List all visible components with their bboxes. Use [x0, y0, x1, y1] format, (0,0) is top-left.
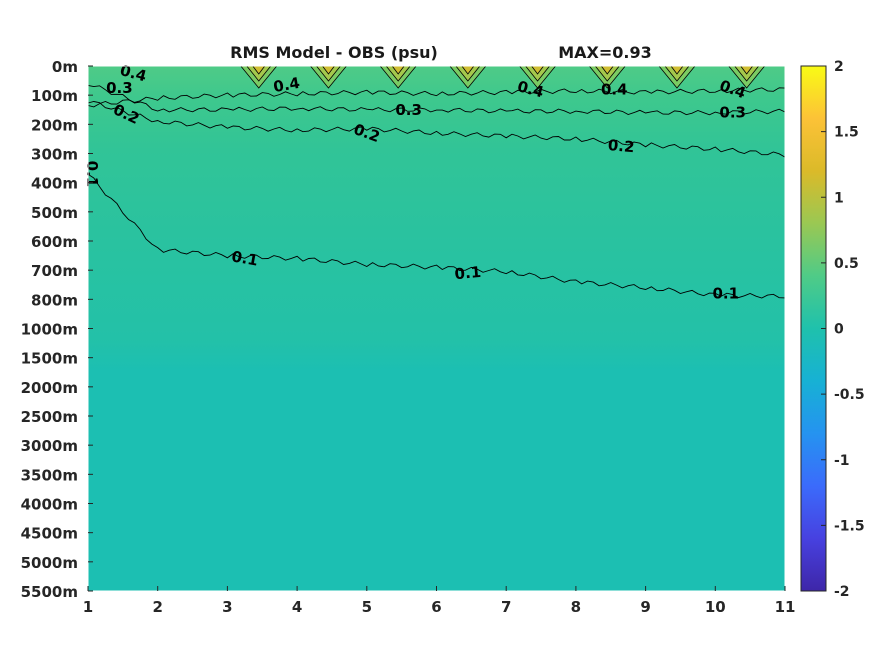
- y-tick-label: 3500m: [21, 466, 78, 484]
- colorbar-tick-label: -0.5: [834, 387, 865, 403]
- y-axis: 0m 100m 200m 300m 400m 500m 600m 700m 800m 1000m 1…: [21, 58, 93, 601]
- colorbar-tick-label: -2: [834, 584, 850, 600]
- y-tick-label: 1500m: [21, 350, 78, 368]
- y-tick-label: 4500m: [21, 525, 78, 543]
- contour-label: 0.4: [272, 74, 301, 96]
- y-tick-label: 200m: [31, 116, 78, 134]
- x-tick-label: 3: [222, 598, 232, 616]
- contour-label: 0.3: [106, 79, 133, 97]
- y-tick-label: 700m: [31, 262, 78, 280]
- colorbar-axis: 2 1.5 1 0.5 0 -0.5 -1 -1.5 -2: [821, 59, 865, 600]
- contour-line-0.3: [87, 84, 786, 116]
- x-tick-label: 7: [501, 598, 511, 616]
- x-tick-label: 10: [705, 598, 726, 616]
- colorbar-tick-label: 0: [834, 322, 844, 338]
- contour-label: 0.2: [607, 136, 635, 156]
- colorbar-tick-label: -1.5: [834, 518, 865, 534]
- x-tick-label: 6: [431, 598, 441, 616]
- y-tick-label: 2000m: [21, 379, 78, 397]
- contour-line-0.1: [87, 173, 786, 299]
- colorbar-tick-label: -1: [834, 453, 850, 469]
- plot-background: [88, 66, 785, 591]
- y-tick-label: 1000m: [21, 321, 78, 339]
- colorbar-tick-label: 2: [834, 59, 844, 75]
- x-tick-label: 11: [775, 598, 796, 616]
- x-tick-label: 4: [292, 598, 302, 616]
- y-tick-label: 0m: [52, 58, 78, 76]
- contour-label: 0.1: [230, 247, 259, 269]
- y-tick-label: 600m: [31, 233, 78, 251]
- contour-line-0.2: [87, 101, 786, 158]
- contour-lines-layer: [87, 84, 786, 299]
- surface-peak: [518, 65, 557, 89]
- y-tick-label: 300m: [31, 146, 78, 164]
- x-tick-label: 2: [152, 598, 162, 616]
- y-tick-label: 100m: [31, 87, 78, 105]
- x-tick-label: 5: [362, 598, 372, 616]
- colorbar-tick-label: 1.5: [834, 125, 859, 141]
- contour-label: 0.4: [601, 80, 628, 98]
- x-tick-label: 9: [640, 598, 650, 616]
- y-tick-label: 3000m: [21, 437, 78, 455]
- surface-peak: [239, 65, 278, 89]
- colorbar-tick-label: 0.5: [834, 256, 859, 272]
- chart-max-label: MAX=0.93: [558, 43, 652, 62]
- contour-label: 0.3: [719, 104, 746, 122]
- y-tick-label: 5000m: [21, 554, 78, 572]
- y-tick-label: 2500m: [21, 408, 78, 426]
- contour-label: 0.1: [454, 263, 482, 283]
- y-tick-label: 400m: [31, 175, 78, 193]
- y-tick-label: 800m: [31, 291, 78, 309]
- chart-title: RMS Model - OBS (psu): [230, 43, 438, 62]
- contour-line-0.4: [87, 87, 786, 108]
- y-tick-label: 500m: [31, 204, 78, 222]
- contour-label: 0.1: [712, 285, 739, 303]
- surface-peak: [588, 65, 627, 89]
- y-tick-label: 5500m: [21, 583, 78, 601]
- contour-label: 0.3: [395, 101, 422, 119]
- x-tick-label: 1: [83, 598, 93, 616]
- x-tick-label: 8: [571, 598, 581, 616]
- y-tick-label: 4000m: [21, 496, 78, 514]
- x-axis: 1 2 3 4 5 6 7 8 9 10 11: [83, 586, 796, 616]
- colorbar-tick-label: 1: [834, 190, 844, 206]
- contour-label: 0.1: [83, 161, 101, 188]
